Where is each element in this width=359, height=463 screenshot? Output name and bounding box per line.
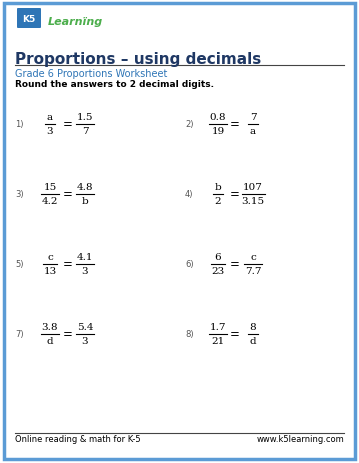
Text: 3.8: 3.8: [42, 323, 58, 332]
Text: =: =: [230, 328, 240, 341]
Text: a: a: [250, 127, 256, 136]
Text: Learnïng: Learnïng: [48, 17, 103, 27]
Text: 7: 7: [250, 113, 256, 122]
Text: =: =: [63, 328, 73, 341]
Text: 4): 4): [185, 190, 194, 199]
Text: 2: 2: [215, 197, 221, 206]
Text: b: b: [81, 197, 88, 206]
Text: =: =: [230, 258, 240, 271]
Text: 7.7: 7.7: [245, 267, 261, 276]
Text: d: d: [250, 337, 256, 346]
Text: 5): 5): [15, 260, 23, 269]
Text: 6): 6): [185, 260, 194, 269]
Text: 4.1: 4.1: [77, 253, 93, 262]
Text: a: a: [47, 113, 53, 122]
Text: 3.15: 3.15: [242, 197, 265, 206]
Text: =: =: [230, 118, 240, 131]
Text: Grade 6 Proportions Worksheet: Grade 6 Proportions Worksheet: [15, 69, 167, 79]
Text: 0.8: 0.8: [210, 113, 226, 122]
Text: 7): 7): [15, 330, 24, 339]
Text: 21: 21: [211, 337, 225, 346]
Text: 107: 107: [243, 183, 263, 192]
Text: 8): 8): [185, 330, 194, 339]
Text: 13: 13: [43, 267, 57, 276]
Text: b: b: [215, 183, 222, 192]
Text: 6: 6: [215, 253, 221, 262]
Text: 8: 8: [250, 323, 256, 332]
Text: =: =: [63, 118, 73, 131]
Text: 23: 23: [211, 267, 225, 276]
Text: 1.5: 1.5: [77, 113, 93, 122]
Text: 3: 3: [47, 127, 53, 136]
Text: 4.8: 4.8: [77, 183, 93, 192]
Text: c: c: [250, 253, 256, 262]
Text: 2): 2): [185, 120, 194, 129]
Text: www.k5learning.com: www.k5learning.com: [256, 435, 344, 444]
Text: 7: 7: [82, 127, 88, 136]
Text: Proportions – using decimals: Proportions – using decimals: [15, 52, 261, 67]
Text: Online reading & math for K-5: Online reading & math for K-5: [15, 435, 141, 444]
Text: 3: 3: [82, 267, 88, 276]
Text: K5: K5: [22, 14, 36, 24]
Text: 3): 3): [15, 190, 24, 199]
Text: 4.2: 4.2: [42, 197, 58, 206]
Text: 1): 1): [15, 120, 23, 129]
Text: d: d: [47, 337, 53, 346]
Text: =: =: [63, 188, 73, 201]
Text: 19: 19: [211, 127, 225, 136]
Text: 3: 3: [82, 337, 88, 346]
Text: c: c: [47, 253, 53, 262]
FancyBboxPatch shape: [4, 4, 355, 459]
Text: =: =: [230, 188, 240, 201]
Text: Round the answers to 2 decimal digits.: Round the answers to 2 decimal digits.: [15, 80, 214, 89]
Text: =: =: [63, 258, 73, 271]
Text: 5.4: 5.4: [77, 323, 93, 332]
Text: 15: 15: [43, 183, 57, 192]
FancyBboxPatch shape: [17, 9, 41, 29]
Text: 1.7: 1.7: [210, 323, 226, 332]
